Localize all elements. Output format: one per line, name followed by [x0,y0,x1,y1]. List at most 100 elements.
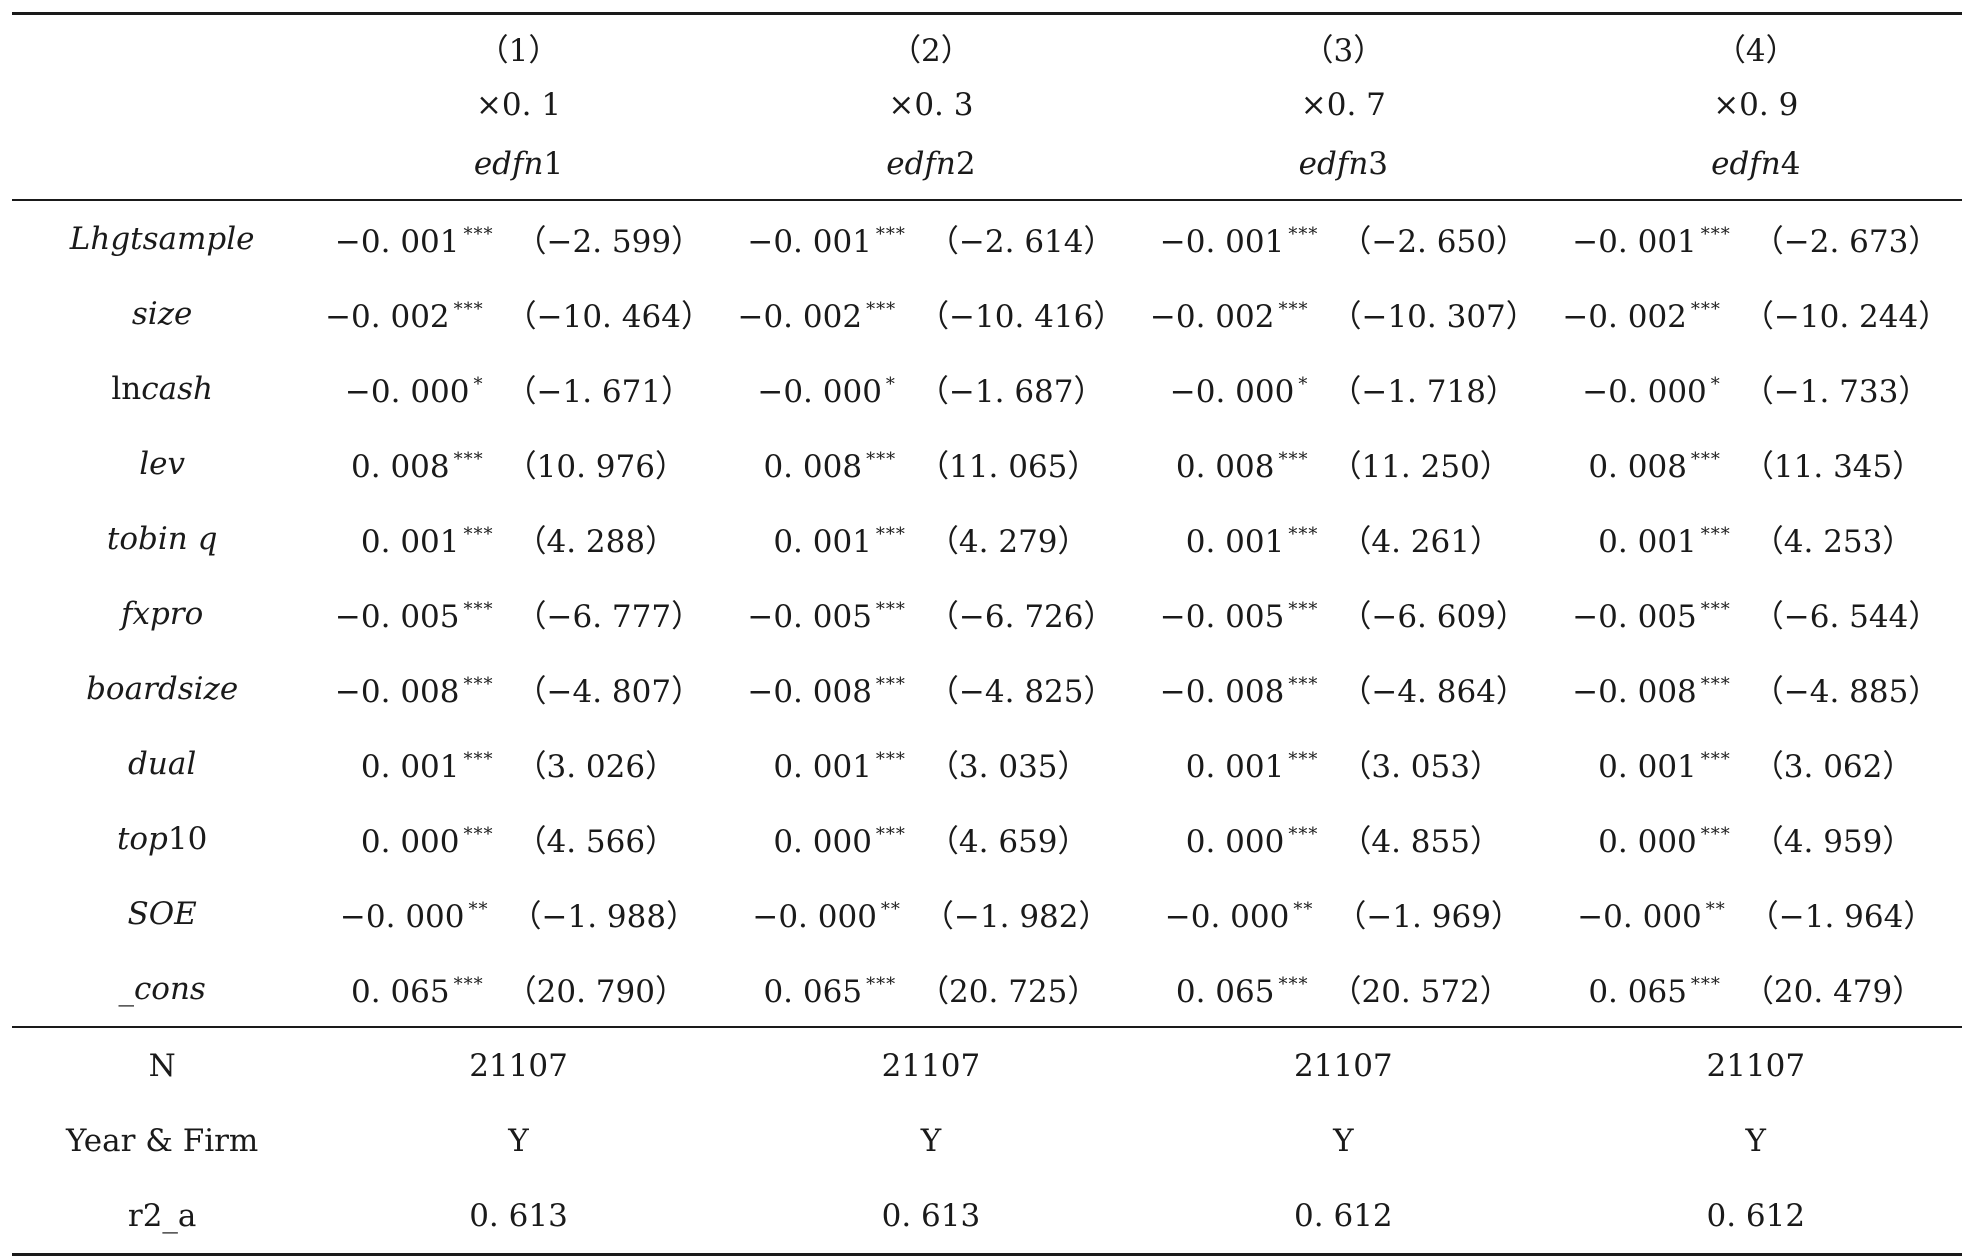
table-row: _cons 0. 065 *** （20. 790） 0. 065 *** （20. 725… [12,951,1962,1027]
coefficient-value: 0. 001 [1598,749,1697,785]
stats-row: r2_a 0. 613 0. 613 0. 612 0. 612 [12,1178,1962,1255]
significance-stars: *** [1288,599,1319,620]
coefficient-cell: −0. 001 *** （−2. 650） [1137,200,1549,276]
coefficient-cell: 0. 000 *** （4. 855） [1137,801,1549,876]
header-row-quantiles: ×0. 1 ×0. 3 ×0. 7 ×0. 9 [12,76,1962,133]
variable-label-italic: size [131,295,193,332]
t-statistic: （−1. 964） [1747,899,1935,935]
coefficient-value: −0. 000 [344,374,470,410]
t-statistic: （3. 035） [927,749,1089,785]
coefficient-cell: −0. 000 * （−1. 718） [1137,351,1549,426]
stats-value: 21107 [1706,1047,1806,1084]
coefficient-value: 0. 008 [351,449,450,485]
coefficient-value: −0. 001 [1159,224,1285,260]
stats-value: Y [508,1122,529,1159]
variable-label: boardsize [12,651,312,726]
t-statistic: （4. 566） [515,824,677,860]
stats-value: 0. 612 [1294,1197,1393,1234]
coefficient-cell: −0. 000 ** （−1. 982） [725,876,1137,951]
variable-label-italic: SOE [127,895,197,932]
significance-stars: *** [875,824,906,845]
t-statistic: （−10. 416） [918,299,1125,335]
regression-table: （1） （2） （3） （4） ×0. 1 ×0. 3 ×0. 7 ×0. 9 … [12,12,1962,1256]
variable-label-italic: fxpro [121,595,204,632]
significance-stars: *** [875,224,906,245]
significance-stars: *** [875,524,906,545]
t-statistic: （−4. 807） [515,674,703,710]
variable-label: dual [12,726,312,801]
column-quantile: ×0. 7 [1300,86,1386,123]
significance-stars: *** [453,974,484,995]
t-statistic: （11. 345） [1742,449,1924,485]
significance-stars: *** [1288,224,1319,245]
table-header: （1） （2） （3） （4） ×0. 1 ×0. 3 ×0. 7 ×0. 9 … [12,13,1962,201]
t-statistic: （11. 065） [918,449,1099,485]
significance-stars: *** [866,299,897,320]
coefficient-value: −0. 002 [1562,299,1687,335]
coefficient-value: −0. 002 [325,299,450,335]
variable-label-italic: top [116,820,168,857]
t-statistic: （−10. 307） [1330,299,1537,335]
t-statistic: （20. 725） [918,974,1099,1010]
coefficient-value: 0. 000 [1185,824,1285,860]
coefficient-cell: 0. 065 *** （20. 572） [1137,951,1549,1027]
coefficient-cell: −0. 008 *** （−4. 864） [1137,651,1549,726]
significance-stars: *** [1288,524,1319,545]
variable-label: top10 [12,801,312,876]
table-row: lev 0. 008 *** （10. 976） 0. 008 *** （11. 065） 0… [12,426,1962,501]
significance-stars: *** [463,674,494,695]
t-statistic: （−6. 544） [1752,599,1940,635]
t-statistic: （−2. 650） [1340,224,1527,260]
t-statistic: （−1. 733） [1742,374,1930,410]
coefficient-cell: −0. 000 ** （−1. 988） [312,876,724,951]
table-row: top10 0. 000 *** （4. 566） 0. 000 *** （4. 659） 0… [12,801,1962,876]
coefficient-cell: −0. 008 *** （−4. 885） [1550,651,1962,726]
stats-value: 21107 [881,1047,981,1084]
header-corner-cell [12,14,312,77]
significance-stars: *** [1700,524,1731,545]
significance-stars: * [885,374,896,395]
t-statistic: （−2. 673） [1752,224,1940,260]
column-quantile: ×0. 3 [888,86,974,123]
column-dependent-variable: edfn1 [312,133,724,200]
significance-stars: ** [1705,899,1726,920]
dep-var-suffix: 3 [1368,146,1389,182]
table-row: tobin q 0. 001 *** （4. 288） 0. 001 *** （4. 279… [12,501,1962,576]
coefficient-cell: −0. 008 *** （−4. 807） [312,651,724,726]
dep-var-suffix: 2 [955,146,976,182]
t-statistic: （−1. 687） [917,374,1105,410]
table-row: fxpro −0. 005 *** （−6. 777） −0. 005 *** （−6. 7… [12,576,1962,651]
stats-label: Year & Firm [65,1122,259,1159]
coefficient-value: 0. 001 [1185,749,1285,785]
coefficient-cell: −0. 005 *** （−6. 726） [725,576,1137,651]
t-statistic: （−1. 969） [1335,899,1522,935]
significance-stars: * [1710,374,1721,395]
coefficient-value: −0. 008 [747,674,872,710]
table-row: dual 0. 001 *** （3. 026） 0. 001 *** （3. 035） 0.… [12,726,1962,801]
coefficient-value: −0. 001 [334,224,460,260]
column-number: （2） [890,33,972,69]
coefficient-value: −0. 005 [1572,599,1697,635]
t-statistic: （4. 288） [515,524,677,560]
variable-label: fxpro [12,576,312,651]
variable-label: lev [12,426,312,501]
t-statistic: （−1. 982） [922,899,1110,935]
significance-stars: *** [1700,599,1731,620]
coefficient-value: −0. 001 [1572,224,1697,260]
variable-label: _cons [12,951,312,1027]
coefficient-cell: 0. 001 *** （3. 053） [1137,726,1549,801]
coefficient-cell: 0. 001 *** （3. 026） [312,726,724,801]
t-statistic: （−4. 864） [1340,674,1527,710]
coefficient-value: 0. 008 [1588,449,1687,485]
column-quantile: ×0. 1 [475,86,562,123]
t-statistic: （−1. 671） [505,374,693,410]
coefficient-value: −0. 008 [1159,674,1285,710]
coefficient-value: 0. 001 [1598,524,1697,560]
coefficient-cell: 0. 000 *** （4. 659） [725,801,1137,876]
coefficient-cell: 0. 065 *** （20. 790） [312,951,724,1027]
regression-table-container: （1） （2） （3） （4） ×0. 1 ×0. 3 ×0. 7 ×0. 9 … [12,12,1962,1256]
header-corner-cell [12,133,312,200]
significance-stars: *** [1690,449,1721,470]
stats-value: 21107 [1294,1047,1393,1084]
t-statistic: （3. 062） [1752,749,1914,785]
